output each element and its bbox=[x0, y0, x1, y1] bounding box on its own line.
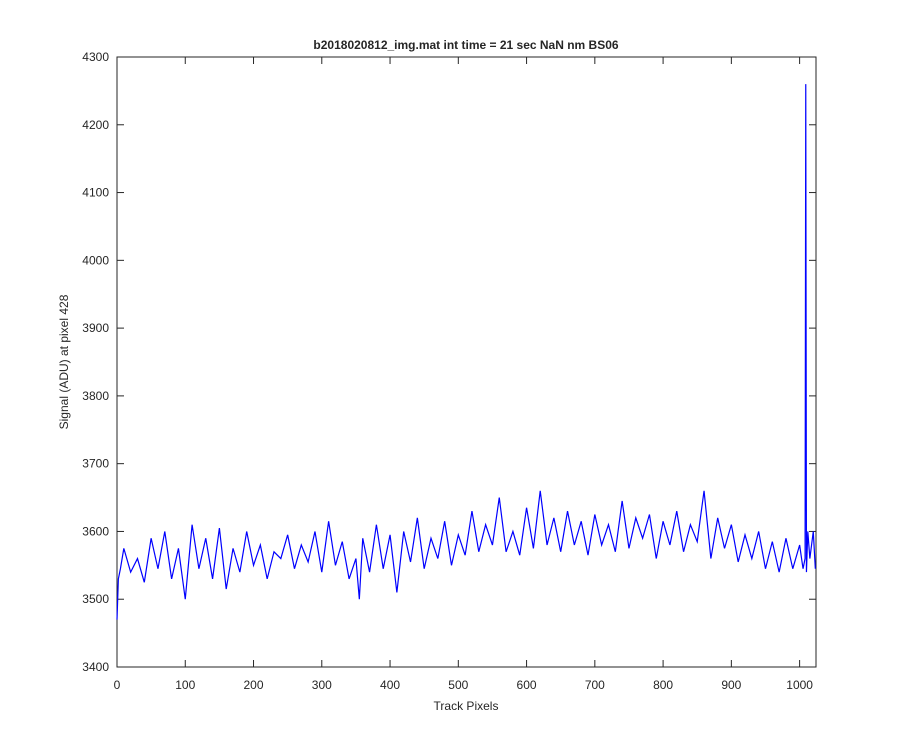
y-tick-label: 3900 bbox=[82, 321, 109, 335]
y-tick-label: 4200 bbox=[82, 118, 109, 132]
data-line bbox=[116, 84, 816, 620]
y-tick-label: 3400 bbox=[82, 660, 109, 674]
x-axis-label: Track Pixels bbox=[434, 699, 499, 713]
chart-title: b2018020812_img.mat int time = 21 sec Na… bbox=[313, 38, 618, 52]
x-tick-label: 1000 bbox=[786, 678, 813, 692]
x-tick-label: 800 bbox=[653, 678, 673, 692]
plot-area bbox=[116, 56, 817, 668]
x-tick-label: 400 bbox=[380, 678, 400, 692]
y-tick-label: 3500 bbox=[82, 592, 109, 606]
y-axis-label: Signal (ADU) at pixel 428 bbox=[57, 294, 71, 429]
y-tick-label: 4000 bbox=[82, 253, 109, 267]
y-tick-label: 4100 bbox=[82, 186, 109, 200]
x-tick-label: 100 bbox=[175, 678, 195, 692]
x-tick-label: 500 bbox=[448, 678, 468, 692]
x-tick-label: 300 bbox=[312, 678, 332, 692]
y-tick-label: 4300 bbox=[82, 50, 109, 64]
x-tick-label: 900 bbox=[721, 678, 741, 692]
x-tick-label: 0 bbox=[114, 678, 121, 692]
y-tick-label: 3700 bbox=[82, 457, 109, 471]
x-tick-label: 700 bbox=[585, 678, 605, 692]
y-tick-label: 3800 bbox=[82, 389, 109, 403]
y-tick-label: 3600 bbox=[82, 524, 109, 538]
x-tick-label: 600 bbox=[517, 678, 537, 692]
x-tick-label: 200 bbox=[244, 678, 264, 692]
